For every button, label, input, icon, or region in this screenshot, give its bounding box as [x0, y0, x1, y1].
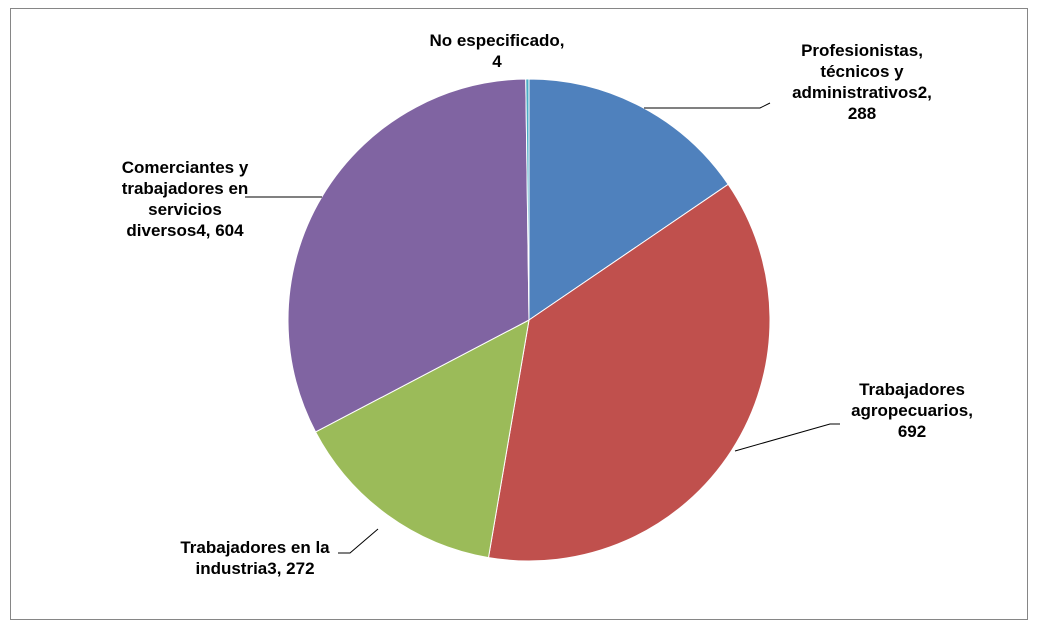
pie-slice-3 — [287, 78, 530, 433]
data-label-line: No especificado, — [429, 31, 564, 50]
data-label-line: industria3, 272 — [195, 559, 314, 578]
pie-slice-2 — [314, 319, 530, 559]
data-label-line: diversos4, 604 — [126, 221, 244, 240]
data-label-line: administrativos2, — [792, 83, 932, 102]
data-label-3: Comerciantes y trabajadores en servicios di… — [122, 158, 249, 240]
data-label-4: No especificado, 4 — [429, 31, 564, 71]
pie-slice-4 — [525, 78, 530, 321]
data-label-0: Profesionistas, técnicos y administrativos… — [792, 41, 932, 123]
data-label-line: 4 — [492, 52, 502, 71]
data-label-2: Trabajadores en la industria3, 272 — [180, 538, 330, 578]
pie-slice-1 — [487, 183, 771, 562]
leader-line-2 — [338, 528, 379, 554]
data-label-line: 692 — [898, 422, 926, 441]
pie-slice-0 — [528, 78, 729, 321]
data-label-line: Trabajadores — [859, 380, 965, 399]
data-label-line: Comerciantes y — [122, 158, 249, 177]
data-label-line: Trabajadores en la — [180, 538, 330, 557]
data-label-line: Profesionistas, — [801, 41, 923, 60]
data-label-line: agropecuarios, — [851, 401, 973, 420]
data-label-line: 288 — [848, 104, 876, 123]
leader-line-0 — [644, 102, 771, 109]
data-label-line: técnicos y — [820, 62, 904, 81]
data-label-1: Trabajadores agropecuarios, 692 — [851, 380, 973, 441]
data-label-line: trabajadores en — [122, 179, 249, 198]
data-label-line: servicios — [148, 200, 222, 219]
leader-line-1 — [734, 423, 840, 452]
